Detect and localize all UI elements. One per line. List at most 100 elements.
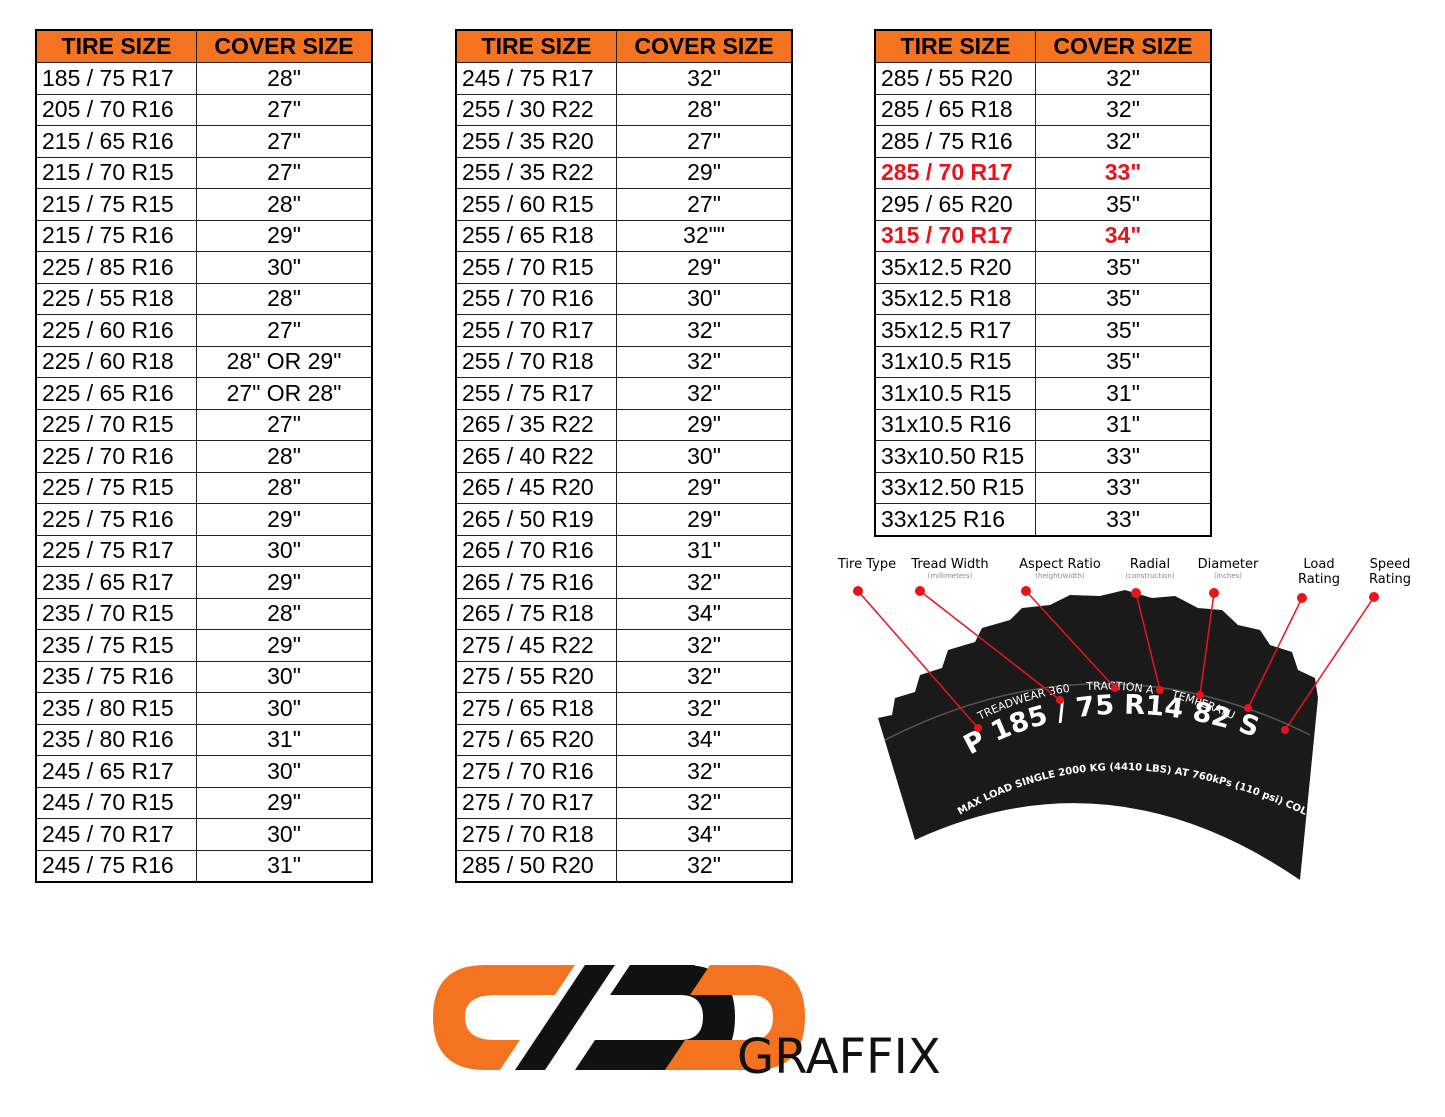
table-cell: 255 / 70 R16	[455, 282, 617, 315]
table-cell: 235 / 80 R16	[35, 723, 197, 756]
table-cell: 235 / 65 R17	[35, 566, 197, 599]
table-cell: 225 / 70 R15	[35, 408, 197, 441]
logo-mark	[660, 965, 695, 995]
table-cell: 28"	[196, 62, 373, 95]
table-row: 31x10.5 R15 31"	[874, 377, 1212, 410]
logo-mark	[433, 965, 575, 1070]
table-cell: 255 / 75 R17	[455, 377, 617, 410]
table-row: 285 / 70 R17 33"	[874, 156, 1212, 189]
table-cell: 31"	[616, 534, 793, 567]
table-row: 35x12.5 R17 35"	[874, 314, 1212, 347]
table-cell: 255 / 30 R22	[455, 93, 617, 126]
table-cell: 255 / 60 R15	[455, 188, 617, 221]
table-row: 215 / 70 R15 27"	[35, 156, 373, 189]
table-cell: 32"	[1035, 93, 1212, 126]
table-row: 235 / 80 R16 31"	[35, 723, 373, 756]
table-cell: 29"	[616, 408, 793, 441]
table-cell: 245 / 65 R17	[35, 755, 197, 788]
table-cell: 32""	[616, 219, 793, 252]
table-row: 275 / 70 R17 32"	[455, 786, 793, 819]
table-cell: 32"	[1035, 62, 1212, 95]
table-row: 285 / 50 R20 32"	[455, 849, 793, 883]
table-cell: 285 / 70 R17	[874, 156, 1036, 189]
table-cell: 285 / 65 R18	[874, 93, 1036, 126]
table-row: 235 / 65 R17 29"	[35, 566, 373, 599]
table-cell: 255 / 35 R22	[455, 156, 617, 189]
header-cell: COVER SIZE	[616, 29, 793, 63]
table-cell: 315 / 70 R17	[874, 219, 1036, 252]
diagram-label: Tire Type	[837, 557, 896, 572]
table-row: 265 / 75 R16 32"	[455, 566, 793, 599]
table-row: 245 / 65 R17 30"	[35, 755, 373, 788]
table-cell: 31x10.5 R15	[874, 377, 1036, 410]
table-cell: 225 / 75 R17	[35, 534, 197, 567]
logo-mark	[640, 965, 675, 995]
table-cell: 215 / 65 R16	[35, 125, 197, 158]
table-row: 205 / 70 R16 27"	[35, 93, 373, 126]
header-cell: TIRE SIZE	[35, 29, 197, 63]
header-cell: COVER SIZE	[1035, 29, 1212, 63]
table-row: 225 / 65 R16 27" OR 28"	[35, 377, 373, 410]
table-cell: 275 / 70 R17	[455, 786, 617, 819]
table-row: 235 / 75 R16 30"	[35, 660, 373, 693]
table-cell: 31x10.5 R15	[874, 345, 1036, 378]
table-cell: 32"	[616, 849, 793, 883]
table-cell: 235 / 70 R15	[35, 597, 197, 630]
table-cell: 31x10.5 R16	[874, 408, 1036, 441]
size-table: TIRE SIZE COVER SIZE 185 / 75 R17 28" 205 / …	[35, 29, 373, 883]
table-cell: 33x10.50 R15	[874, 440, 1036, 473]
table-cell: 27"	[196, 408, 373, 441]
table-cell: 215 / 70 R15	[35, 156, 197, 189]
table-cell: 29"	[196, 629, 373, 662]
label-word: Rating	[1369, 572, 1411, 587]
pointer-tip	[1111, 684, 1119, 692]
table-row: 185 / 75 R17 28"	[35, 62, 373, 95]
table-row: 225 / 85 R16 30"	[35, 251, 373, 284]
table-row: 215 / 75 R15 28"	[35, 188, 373, 221]
tire	[878, 590, 1318, 880]
table-cell: 29"	[616, 156, 793, 189]
table-row: 225 / 75 R16 29"	[35, 503, 373, 536]
table-cell: 29"	[196, 503, 373, 536]
table-cell: 30"	[616, 282, 793, 315]
table-row: 215 / 65 R16 27"	[35, 125, 373, 158]
logo-mark	[515, 965, 615, 1070]
table-cell: 29"	[616, 471, 793, 504]
table-cell: 33"	[1035, 440, 1212, 473]
tire-line	[884, 683, 1311, 741]
table-cell: 295 / 65 R20	[874, 188, 1036, 221]
table-row: 215 / 75 R16 29"	[35, 219, 373, 252]
table-row: 33x125 R16 33"	[874, 503, 1212, 536]
table-row: 255 / 35 R22 29"	[455, 156, 793, 189]
size-table: TIRE SIZE COVER SIZE 245 / 75 R17 32" 255 / …	[455, 29, 793, 883]
table-row: 245 / 75 R17 32"	[455, 62, 793, 95]
logo-text: GRAFFIX	[737, 1029, 941, 1085]
table-cell: 35x12.5 R17	[874, 314, 1036, 347]
pointer	[1199, 592, 1215, 696]
table-cell: 225 / 55 R18	[35, 282, 197, 315]
table-cell: 285 / 55 R20	[874, 62, 1036, 95]
table-row: 255 / 70 R16 30"	[455, 282, 793, 315]
table-cell: 32"	[1035, 125, 1212, 158]
table-cell: 245 / 70 R15	[35, 786, 197, 819]
header-row: TIRE SIZE COVER SIZE	[874, 29, 1212, 63]
table-row: 225 / 60 R16 27"	[35, 314, 373, 347]
table-cell: 265 / 75 R18	[455, 597, 617, 630]
table-row: 275 / 55 R20 32"	[455, 660, 793, 693]
pointer	[1284, 596, 1375, 731]
table-cell: 31"	[1035, 377, 1212, 410]
table-cell: 30"	[616, 440, 793, 473]
diagram-label: Load Rating	[1298, 557, 1340, 587]
table-row: 255 / 65 R18 32""	[455, 219, 793, 252]
table-row: 235 / 75 R15 29"	[35, 629, 373, 662]
table-cell: 29"	[196, 219, 373, 252]
pointer-tip	[1281, 726, 1289, 734]
table-row: 285 / 75 R16 32"	[874, 125, 1212, 158]
table-cell: 225 / 65 R16	[35, 377, 197, 410]
pointer-dot	[853, 586, 863, 596]
table-cell: 255 / 70 R15	[455, 251, 617, 284]
table-cell: 35"	[1035, 282, 1212, 315]
pointer-dot	[1021, 586, 1031, 596]
table-row: 225 / 70 R16 28"	[35, 440, 373, 473]
table-cell: 27"	[196, 156, 373, 189]
